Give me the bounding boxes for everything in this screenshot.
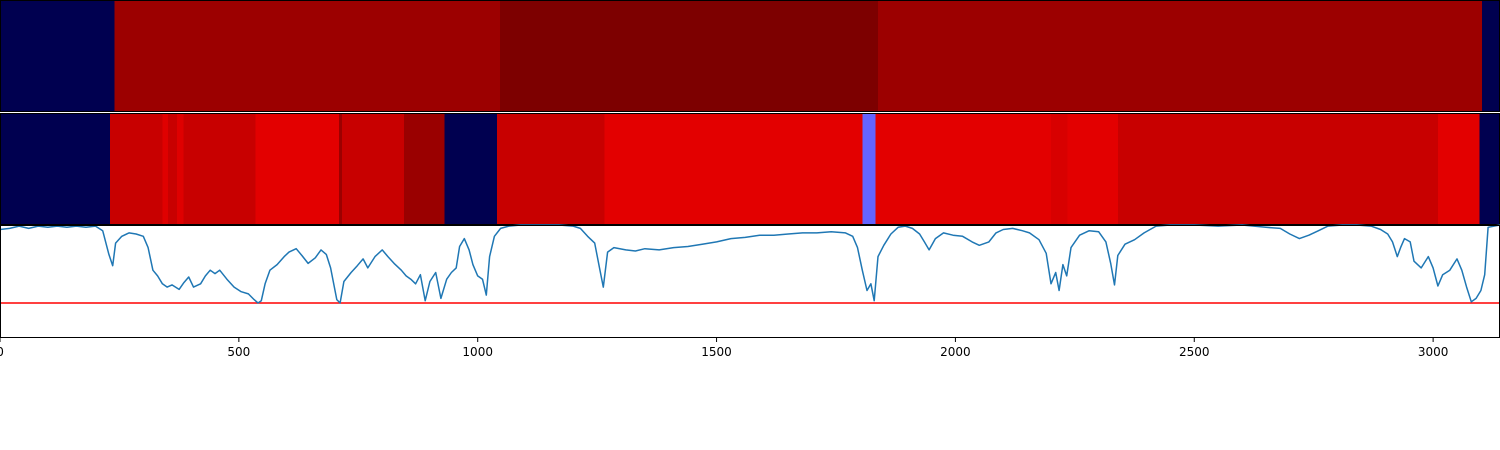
heatmap-cell-1-2 — [500, 0, 879, 112]
heatmap-cell-2-1 — [109, 113, 163, 225]
heatmap-cell-1-3 — [878, 0, 1482, 112]
heatmap-cell-2-10 — [404, 113, 445, 225]
heatmap-cell-2-8 — [339, 113, 343, 225]
heatmap-strip-top — [0, 0, 1500, 112]
x-tick-label-2: 1000 — [462, 345, 493, 359]
x-tick-label-3: 1500 — [701, 345, 732, 359]
x-tick-label-1: 500 — [227, 345, 250, 359]
heatmap-cell-1-0 — [0, 0, 115, 112]
heatmap-cell-2-12 — [496, 113, 605, 225]
heatmap-strip-middle — [0, 112, 1500, 225]
heatmap-cell-2-4 — [176, 113, 184, 225]
heatmap-cell-2-3 — [168, 113, 177, 225]
x-tick-label-0: 0 — [0, 345, 4, 359]
x-axis: 0 500 1000 1500 2000 2500 3000 — [0, 338, 1448, 359]
heatmap-cell-1-1 — [114, 0, 501, 112]
heatmap-cell-2-17 — [1067, 113, 1118, 225]
heatmap-cell-2-19 — [1437, 113, 1480, 225]
heatmap-cell-2-2 — [162, 113, 169, 225]
x-tick-label-6: 3000 — [1418, 345, 1449, 359]
heatmap-cell-2-11 — [444, 113, 497, 225]
heatmap-cell-2-6 — [196, 113, 256, 225]
heatmap-cell-2-7 — [255, 113, 340, 225]
heatmap-cell-2-13 — [604, 113, 863, 225]
heatmap-cell-2-14 — [862, 113, 876, 225]
line-panel — [0, 224, 1500, 338]
heatmap-cell-2-5 — [183, 113, 197, 225]
heatmap-cell-2-9 — [342, 113, 405, 225]
line-panel-background — [0, 225, 1500, 338]
x-tick-label-5: 2500 — [1179, 345, 1210, 359]
heatmap-cell-2-0 — [0, 113, 110, 225]
strip-separator — [0, 112, 1500, 113]
heatmap-cell-2-20 — [1479, 113, 1500, 225]
heatmap-cell-2-15 — [875, 113, 1051, 225]
x-tick-label-4: 2000 — [940, 345, 971, 359]
heatmap-cell-2-16 — [1050, 113, 1068, 225]
heatmap-cell-2-18 — [1117, 113, 1438, 225]
heatmap-cell-1-4 — [1481, 0, 1500, 112]
